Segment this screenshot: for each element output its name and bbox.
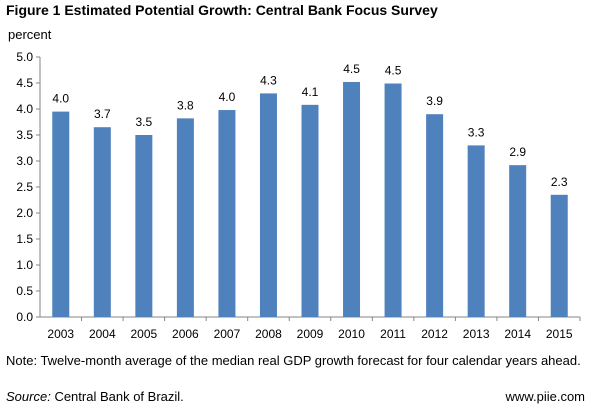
y-tick-label: 2.0 <box>16 206 33 220</box>
data-label: 4.5 <box>385 64 402 78</box>
data-label: 4.1 <box>302 85 319 99</box>
source-label: Source: <box>6 389 51 404</box>
x-tick-label: 2010 <box>338 327 365 341</box>
bar-2010 <box>343 81 361 318</box>
chart-note: Note: Twelve-month average of the median… <box>6 353 581 368</box>
bar-2015 <box>550 194 568 317</box>
bar-2006 <box>176 118 194 317</box>
y-axis-label: percent <box>8 27 52 42</box>
y-tick-label: 4.5 <box>16 76 33 90</box>
bar-2003 <box>52 111 70 317</box>
x-tick-label: 2003 <box>47 327 74 341</box>
data-label: 2.3 <box>551 175 568 189</box>
y-tick-label: 5.0 <box>16 50 33 64</box>
data-label: 4.3 <box>260 73 277 87</box>
bar-2011 <box>384 83 402 318</box>
y-tick-label: 1.0 <box>16 258 33 272</box>
x-tick-label: 2008 <box>255 327 282 341</box>
data-label: 4.5 <box>343 62 360 76</box>
x-tick-label: 2015 <box>546 327 573 341</box>
source-text: Central Bank of Brazil. <box>54 389 184 404</box>
data-label: 4.0 <box>219 90 236 104</box>
y-tick-label: 0.0 <box>16 310 33 324</box>
x-tick-label: 2014 <box>504 327 531 341</box>
y-tick-label: 3.0 <box>16 154 33 168</box>
bar-2009 <box>301 104 319 317</box>
x-tick-label: 2009 <box>297 327 324 341</box>
x-tick-label: 2007 <box>214 327 241 341</box>
bar-2007 <box>218 110 236 317</box>
data-label: 3.7 <box>94 107 111 121</box>
data-label: 3.9 <box>426 94 443 108</box>
y-tick-label: 2.5 <box>16 180 33 194</box>
bar-2013 <box>467 145 485 317</box>
bar-2008 <box>259 93 277 318</box>
data-label: 3.8 <box>177 98 194 112</box>
x-tick-label: 2004 <box>89 327 116 341</box>
x-tick-label: 2012 <box>421 327 448 341</box>
x-tick-label: 2013 <box>463 327 490 341</box>
x-tick-label: 2011 <box>380 327 406 341</box>
bar-2005 <box>135 135 153 317</box>
chart-source: Source: Central Bank of Brazil. <box>6 389 184 404</box>
data-label: 3.3 <box>468 125 485 139</box>
bar-2014 <box>509 165 527 317</box>
data-label: 4.0 <box>52 92 69 106</box>
data-label: 2.9 <box>509 145 526 159</box>
y-tick-label: 0.5 <box>16 284 33 298</box>
bar-2004 <box>93 127 111 317</box>
site-url: www.piie.com <box>505 389 585 404</box>
y-tick-label: 4.0 <box>16 102 33 116</box>
y-tick-label: 3.5 <box>16 128 33 142</box>
data-label: 3.5 <box>136 115 153 129</box>
chart-title: Figure 1 Estimated Potential Growth: Cen… <box>6 2 438 18</box>
y-tick-label: 1.5 <box>16 232 33 246</box>
x-tick-label: 2005 <box>130 327 157 341</box>
bar-2012 <box>426 114 444 317</box>
x-tick-label: 2006 <box>172 327 199 341</box>
